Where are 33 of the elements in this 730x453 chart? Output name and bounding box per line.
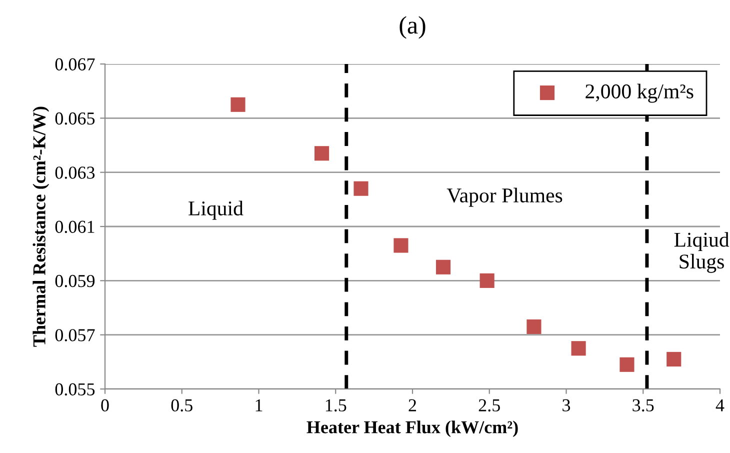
y-tick-label: 0.057 bbox=[55, 329, 95, 342]
annotation: Liquid bbox=[188, 200, 244, 220]
point bbox=[620, 357, 634, 372]
y-tick-label: 0.067 bbox=[55, 58, 95, 71]
x-tick-label: 0.5 bbox=[171, 399, 192, 412]
annotation: Liqiud Slugs bbox=[674, 232, 730, 273]
point bbox=[526, 319, 542, 334]
chart-title: (a) bbox=[400, 16, 426, 39]
y-tick-label: 0.065 bbox=[55, 112, 95, 125]
point bbox=[314, 146, 330, 161]
point bbox=[436, 260, 451, 274]
x-axis-title: Heater Heat Flux (kW/cm²) bbox=[306, 420, 518, 438]
x-tick-label: 1.5 bbox=[326, 399, 346, 412]
x-tick-label: 3.5 bbox=[632, 399, 654, 412]
point bbox=[354, 181, 368, 196]
x-tick-label: 3 bbox=[562, 399, 570, 412]
x-tick-label: 2 bbox=[408, 399, 416, 412]
point bbox=[571, 341, 586, 356]
x-tick-label: 1 bbox=[256, 399, 262, 412]
y-tick-label: 0.059 bbox=[55, 274, 95, 288]
point bbox=[394, 238, 408, 253]
x-tick-label: 4 bbox=[716, 399, 724, 412]
y-tick-label: 0.061 bbox=[55, 220, 94, 234]
y-tick-label: 0.063 bbox=[55, 166, 95, 179]
y-tick-label: 0.055 bbox=[55, 383, 95, 396]
y-axis-title: Thermal Resistance (cm²-K/W) bbox=[32, 106, 50, 347]
point bbox=[666, 352, 682, 366]
x-tick-label: 2.5 bbox=[478, 399, 500, 412]
legend-label: 2,000 kg/m²s bbox=[586, 84, 694, 103]
point bbox=[480, 273, 494, 288]
point bbox=[230, 97, 246, 112]
x-tick-label: 0 bbox=[101, 399, 109, 412]
annotation: Vapor Plumes bbox=[446, 188, 562, 207]
